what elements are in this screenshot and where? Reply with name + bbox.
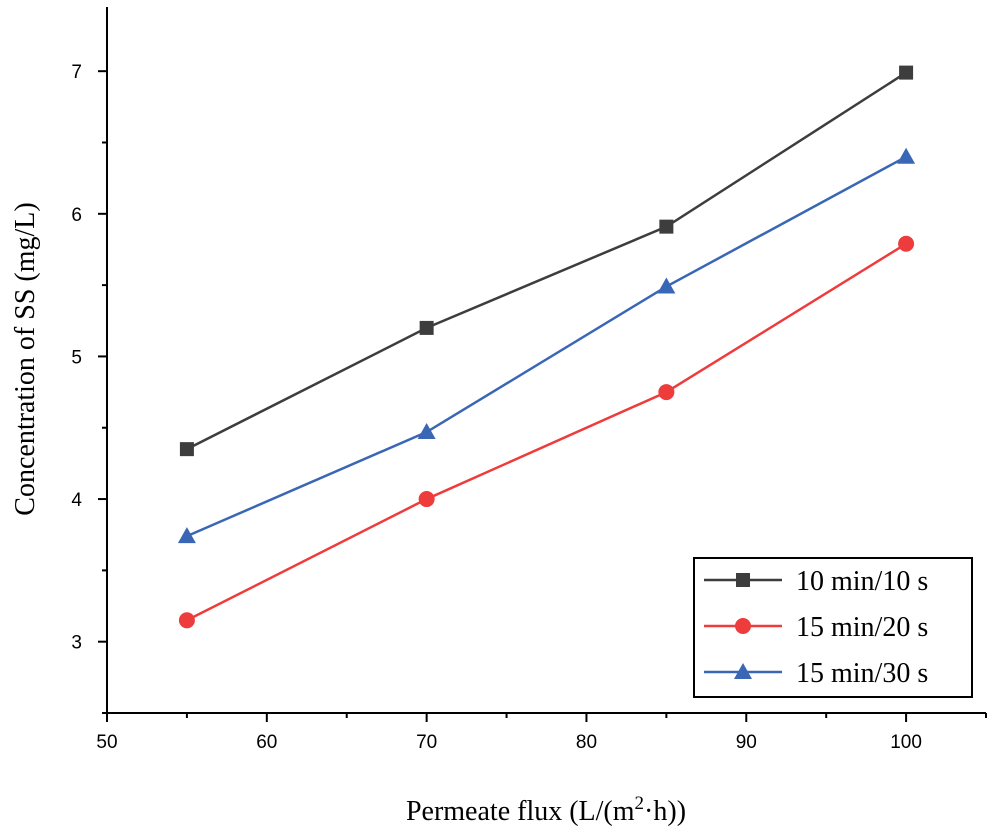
series-2 — [178, 235, 915, 629]
legend: 10 min/10 s 15 min/20 s 15 min/30 s — [693, 557, 973, 698]
series-1 — [179, 65, 914, 457]
series-line — [186, 155, 907, 538]
data-point-triangle — [897, 147, 916, 164]
legend-marker-square — [736, 573, 750, 587]
x-axis-ticks: 50 60 70 80 90 100 — [96, 713, 987, 753]
y-tick-label: 4 — [71, 490, 82, 511]
x-tick-label: 60 — [256, 732, 277, 753]
legend-label: 10 min/10 s — [796, 566, 928, 597]
y-axis-title: Concentration of SS (mg/L) — [10, 202, 41, 515]
x-tick-label: 90 — [736, 732, 757, 753]
data-point-circle — [898, 235, 915, 252]
legend-entry: 10 min/10 s — [704, 566, 928, 597]
legend-label: 15 min/30 s — [796, 658, 928, 689]
data-point-circle — [178, 612, 195, 629]
x-tick-label: 70 — [416, 732, 437, 753]
x-tick-label: 50 — [96, 732, 117, 753]
data-point-square — [659, 219, 674, 234]
data-point-circle — [658, 384, 675, 401]
y-axis-ticks: 3 4 5 6 7 — [71, 62, 107, 714]
series-layer — [177, 65, 916, 629]
data-point-triangle — [417, 423, 436, 440]
x-tick-label: 100 — [890, 732, 922, 753]
legend-label: 15 min/20 s — [796, 612, 928, 643]
data-point-circle — [418, 491, 435, 508]
legend-entry: 15 min/20 s — [704, 612, 928, 643]
data-point-triangle — [177, 527, 196, 544]
series-3 — [177, 147, 916, 544]
legend-entry: 15 min/30 s — [704, 658, 928, 689]
legend-marker-triangle — [734, 663, 752, 679]
x-axis-title: Permeate flux (L/(m2·h)) — [406, 793, 686, 827]
x-tick-label: 80 — [576, 732, 597, 753]
legend-marker-circle — [735, 618, 751, 634]
y-tick-label: 6 — [71, 205, 82, 226]
y-tick-label: 3 — [71, 633, 82, 654]
data-point-square — [899, 65, 914, 80]
data-point-square — [419, 320, 434, 335]
series-line — [186, 242, 907, 622]
data-point-square — [179, 442, 194, 457]
data-point-triangle — [657, 277, 676, 294]
y-tick-label: 7 — [71, 62, 82, 83]
series-line — [186, 71, 907, 451]
y-tick-label: 5 — [71, 347, 82, 368]
